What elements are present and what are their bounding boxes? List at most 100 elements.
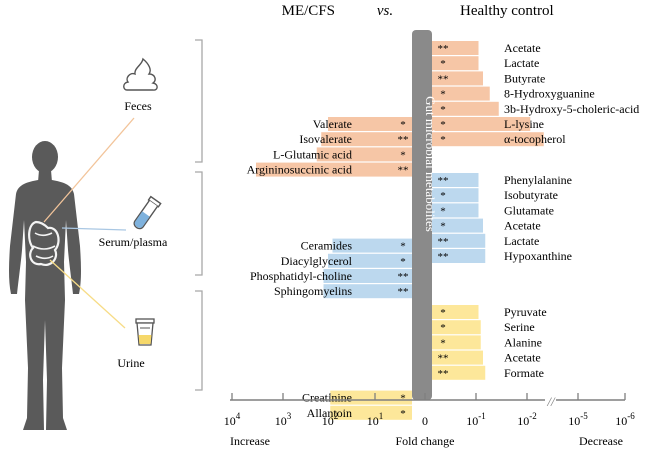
left-bar-9 [330, 405, 412, 420]
right-bar-5 [432, 117, 531, 131]
right-bar-17 [432, 365, 486, 380]
x-right-label: Decrease [579, 434, 623, 448]
serum-bracket [195, 171, 203, 276]
right-bar-label: Glutamate [504, 203, 554, 217]
x-tick-label: 104 [224, 411, 241, 428]
right-bar-significance: * [440, 205, 446, 217]
right-bar-4 [432, 101, 499, 116]
right-bar-3 [432, 86, 490, 101]
right-bar-significance: ** [438, 43, 449, 55]
feces-bracket [195, 39, 203, 163]
right-bar-label: Acetate [504, 41, 541, 55]
right-bar-15 [432, 335, 481, 350]
right-bar-label: Phenylalanine [504, 173, 572, 187]
right-bar-significance: * [440, 104, 446, 116]
left-bar-label: Phosphatidyl-choline [250, 269, 352, 283]
right-bar-label: L-lysine [504, 117, 544, 131]
right-bar-significance: * [440, 190, 446, 202]
right-bar-14 [432, 320, 481, 335]
left-bar-significance: * [400, 393, 406, 405]
right-bar-9 [432, 203, 479, 218]
right-bar-label: 8-Hydroxyguanine [504, 87, 595, 101]
right-bar-7 [432, 173, 479, 187]
left-bar-label: L-Glutamic acid [273, 147, 352, 161]
feces-label: Feces [124, 99, 152, 113]
right-bar-significance: ** [438, 251, 449, 263]
right-bar-13 [432, 305, 479, 319]
right-bar-label: Formate [504, 366, 544, 380]
serum-label: Serum/plasma [99, 235, 168, 249]
left-bar-3 [256, 162, 412, 177]
right-bar-8 [432, 188, 479, 203]
serum-connector-line [61, 227, 127, 231]
test-tube-icon [133, 195, 162, 230]
left-bar-label: Valerate [313, 117, 352, 131]
right-bar-label: Serine [504, 320, 535, 334]
right-bar-12 [432, 249, 486, 263]
x-tick-label: 10-2 [517, 411, 537, 428]
right-bar-significance: ** [438, 236, 449, 248]
right-bar-2 [432, 71, 483, 86]
right-bar-label: Isobutyrate [504, 188, 558, 202]
x-tick-label: 102 [322, 411, 339, 428]
right-bar-significance: ** [438, 175, 449, 187]
right-bar-label: Lactate [504, 234, 539, 248]
right-bar-11 [432, 233, 486, 248]
right-bar-significance: ** [438, 368, 449, 380]
x-axis-label: Fold change [396, 434, 455, 448]
left-bar-label: Argininosuccinic acid [247, 163, 352, 177]
right-bar-label: 3b-Hydroxy-5-choleric-acid [504, 102, 639, 116]
axis-break-mark: // [546, 394, 556, 409]
left-bar-label: Isovalerate [299, 132, 352, 146]
x-tick-label: 101 [367, 411, 384, 428]
left-bar-1 [321, 132, 412, 147]
left-bar-significance: * [400, 256, 406, 268]
right-bar-significance: * [440, 134, 446, 146]
right-bar-label: Butyrate [504, 71, 545, 85]
right-bar-significance: * [440, 322, 446, 334]
urine-connector-line [49, 259, 126, 329]
left-bar-label: Creatinine [302, 391, 352, 405]
right-bar-significance: ** [438, 73, 449, 85]
right-bar-label: Acetate [504, 219, 541, 233]
right-bar-label: α-tocopherol [504, 132, 566, 146]
x-tick-label: 10-1 [466, 411, 486, 428]
urine-bracket [195, 290, 203, 391]
right-bar-label: Acetate [504, 351, 541, 365]
left-bar-0 [328, 117, 412, 131]
right-bar-significance: * [440, 58, 446, 70]
left-bar-significance: * [400, 408, 406, 420]
left-bar-4 [332, 238, 412, 253]
x-tick-label: 103 [275, 411, 292, 428]
left-bar-significance: * [400, 119, 406, 131]
urine-label: Urine [117, 356, 144, 370]
right-bar-0 [432, 41, 479, 55]
left-bar-significance: ** [398, 271, 409, 283]
right-bar-label: Lactate [504, 56, 539, 70]
left-bar-7 [323, 284, 412, 299]
left-bar-significance: * [400, 241, 406, 253]
right-bar-16 [432, 350, 483, 365]
x-tick-label: 10-6 [615, 411, 635, 428]
left-bar-significance: ** [398, 286, 409, 298]
right-bar-1 [432, 56, 479, 71]
left-bar-significance: ** [398, 134, 409, 146]
header-right-label: Healthy control [460, 3, 554, 19]
left-bar-5 [328, 253, 412, 268]
right-bar-significance: * [440, 307, 446, 319]
feces-icon [123, 57, 158, 91]
right-bar-label: Pyruvate [504, 305, 547, 319]
left-bar-label: Sphingomyelins [274, 284, 352, 298]
human-body-icon [9, 141, 81, 430]
urine-cup-icon [135, 318, 155, 346]
left-bar-significance: * [400, 149, 406, 161]
left-bar-6 [323, 269, 412, 283]
right-bar-significance: * [440, 221, 446, 233]
center-bar-label: Gut microbial metabolites [423, 96, 438, 232]
right-bar-significance: * [440, 89, 446, 101]
left-bar-label: Ceramides [301, 239, 353, 253]
right-bar-label: Alanine [504, 335, 542, 349]
header-left-label: ME/CFS [282, 3, 335, 19]
left-bar-label: Diacylglycerol [281, 254, 353, 268]
header-vs-label: vs. [377, 3, 393, 19]
